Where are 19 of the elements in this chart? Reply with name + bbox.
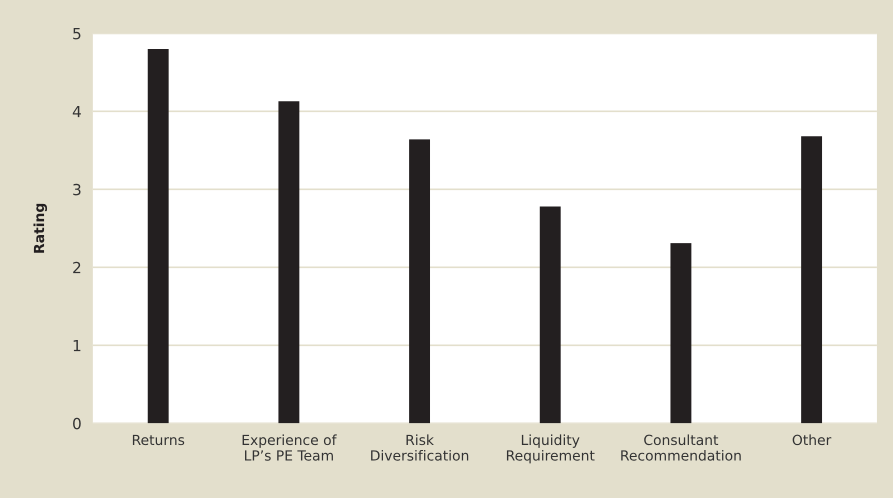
y-tick-label: 0 (73, 418, 81, 430)
y-axis-title: Rating (33, 204, 48, 253)
x-tick-label: Risk Diversification (371, 434, 468, 461)
y-tick-label: 2 (73, 262, 80, 274)
x-tick-label: Experience of LP’s PE Team (242, 434, 337, 461)
bar (801, 136, 822, 424)
y-tick-label: 5 (73, 28, 80, 40)
bar (278, 101, 300, 424)
bar (409, 139, 430, 424)
x-tick-label: Consultant Recommendation (621, 434, 741, 461)
bar (148, 48, 169, 424)
y-tick-label: 1 (74, 340, 80, 352)
bar (540, 206, 561, 424)
x-tick-label: Other (792, 434, 832, 446)
bar (670, 243, 692, 424)
y-tick-label: 4 (72, 106, 81, 118)
x-tick-label: Returns (132, 434, 184, 446)
y-tick-label: 3 (73, 184, 81, 196)
x-tick-label: Liquidity Requirement (506, 434, 595, 464)
